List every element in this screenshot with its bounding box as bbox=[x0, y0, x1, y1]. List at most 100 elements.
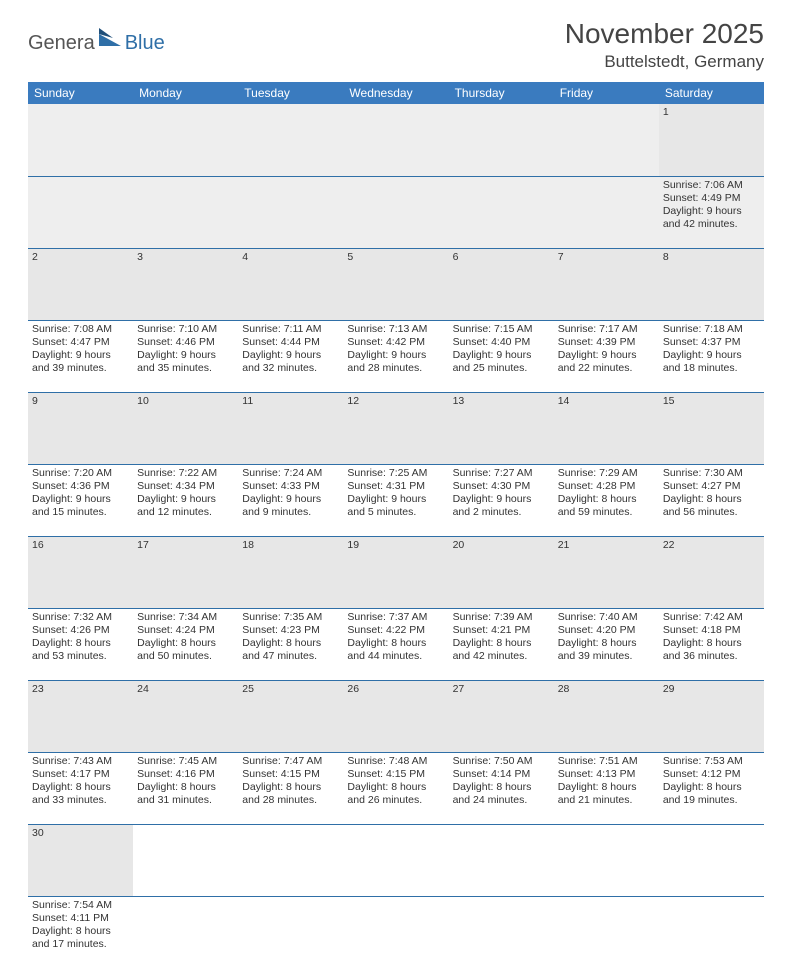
day-number-cell: 24 bbox=[133, 680, 238, 752]
sunset-line: Sunset: 4:26 PM bbox=[32, 624, 129, 637]
day-number-cell: 10 bbox=[133, 392, 238, 464]
empty-day-cell bbox=[659, 896, 764, 968]
day-number-cell: 30 bbox=[28, 824, 133, 896]
day-cell: Sunrise: 7:10 AMSunset: 4:46 PMDaylight:… bbox=[133, 320, 238, 392]
sunrise-line: Sunrise: 7:32 AM bbox=[32, 611, 129, 624]
empty-day-cell bbox=[28, 176, 133, 248]
daylight-line: Daylight: 9 hours and 15 minutes. bbox=[32, 493, 129, 519]
week-row: Sunrise: 7:06 AMSunset: 4:49 PMDaylight:… bbox=[28, 176, 764, 248]
sunset-line: Sunset: 4:20 PM bbox=[558, 624, 655, 637]
sunrise-line: Sunrise: 7:43 AM bbox=[32, 755, 129, 768]
daylight-line: Daylight: 8 hours and 21 minutes. bbox=[558, 781, 655, 807]
day-cell: Sunrise: 7:24 AMSunset: 4:33 PMDaylight:… bbox=[238, 464, 343, 536]
daylight-line: Daylight: 8 hours and 47 minutes. bbox=[242, 637, 339, 663]
sunset-line: Sunset: 4:21 PM bbox=[453, 624, 550, 637]
day-cell: Sunrise: 7:35 AMSunset: 4:23 PMDaylight:… bbox=[238, 608, 343, 680]
day-number-blank bbox=[659, 824, 764, 896]
day-cell: Sunrise: 7:45 AMSunset: 4:16 PMDaylight:… bbox=[133, 752, 238, 824]
daylight-line: Daylight: 8 hours and 59 minutes. bbox=[558, 493, 655, 519]
day-cell: Sunrise: 7:47 AMSunset: 4:15 PMDaylight:… bbox=[238, 752, 343, 824]
daylight-line: Daylight: 8 hours and 42 minutes. bbox=[453, 637, 550, 663]
day-cell: Sunrise: 7:50 AMSunset: 4:14 PMDaylight:… bbox=[449, 752, 554, 824]
month-title: November 2025 bbox=[565, 18, 764, 50]
day-cell: Sunrise: 7:37 AMSunset: 4:22 PMDaylight:… bbox=[343, 608, 448, 680]
day-number-cell: 14 bbox=[554, 392, 659, 464]
week-row: Sunrise: 7:08 AMSunset: 4:47 PMDaylight:… bbox=[28, 320, 764, 392]
sunrise-line: Sunrise: 7:42 AM bbox=[663, 611, 760, 624]
sunrise-line: Sunrise: 7:15 AM bbox=[453, 323, 550, 336]
day-cell: Sunrise: 7:25 AMSunset: 4:31 PMDaylight:… bbox=[343, 464, 448, 536]
day-number-blank bbox=[554, 824, 659, 896]
empty-day-cell bbox=[343, 176, 448, 248]
sunrise-line: Sunrise: 7:48 AM bbox=[347, 755, 444, 768]
sunset-line: Sunset: 4:31 PM bbox=[347, 480, 444, 493]
day-number-blank bbox=[133, 824, 238, 896]
sunset-line: Sunset: 4:15 PM bbox=[347, 768, 444, 781]
sunrise-line: Sunrise: 7:30 AM bbox=[663, 467, 760, 480]
logo: Genera Blue bbox=[28, 18, 165, 55]
sunrise-line: Sunrise: 7:20 AM bbox=[32, 467, 129, 480]
day-cell: Sunrise: 7:30 AMSunset: 4:27 PMDaylight:… bbox=[659, 464, 764, 536]
day-number-cell: 25 bbox=[238, 680, 343, 752]
sunset-line: Sunset: 4:15 PM bbox=[242, 768, 339, 781]
sunset-line: Sunset: 4:11 PM bbox=[32, 912, 129, 925]
day-number-blank bbox=[449, 104, 554, 176]
day-number-cell: 18 bbox=[238, 536, 343, 608]
sunset-line: Sunset: 4:36 PM bbox=[32, 480, 129, 493]
sunrise-line: Sunrise: 7:45 AM bbox=[137, 755, 234, 768]
day-number-blank bbox=[238, 824, 343, 896]
daylight-line: Daylight: 9 hours and 12 minutes. bbox=[137, 493, 234, 519]
page-header: Genera Blue November 2025 Buttelstedt, G… bbox=[28, 18, 764, 72]
day-cell: Sunrise: 7:22 AMSunset: 4:34 PMDaylight:… bbox=[133, 464, 238, 536]
weekday-header: Saturday bbox=[659, 82, 764, 104]
day-number-row: 30 bbox=[28, 824, 764, 896]
location-label: Buttelstedt, Germany bbox=[565, 52, 764, 72]
day-number-blank bbox=[449, 824, 554, 896]
day-number-blank bbox=[343, 104, 448, 176]
sunset-line: Sunset: 4:14 PM bbox=[453, 768, 550, 781]
sunrise-line: Sunrise: 7:17 AM bbox=[558, 323, 655, 336]
day-number-cell: 20 bbox=[449, 536, 554, 608]
day-number-cell: 4 bbox=[238, 248, 343, 320]
day-number-cell: 6 bbox=[449, 248, 554, 320]
sunrise-line: Sunrise: 7:13 AM bbox=[347, 323, 444, 336]
weekday-header: Sunday bbox=[28, 82, 133, 104]
sunrise-line: Sunrise: 7:53 AM bbox=[663, 755, 760, 768]
daylight-line: Daylight: 8 hours and 50 minutes. bbox=[137, 637, 234, 663]
empty-day-cell bbox=[133, 176, 238, 248]
sunrise-line: Sunrise: 7:24 AM bbox=[242, 467, 339, 480]
daylight-line: Daylight: 8 hours and 19 minutes. bbox=[663, 781, 760, 807]
sunrise-line: Sunrise: 7:25 AM bbox=[347, 467, 444, 480]
day-cell: Sunrise: 7:20 AMSunset: 4:36 PMDaylight:… bbox=[28, 464, 133, 536]
day-number-cell: 2 bbox=[28, 248, 133, 320]
day-number-cell: 17 bbox=[133, 536, 238, 608]
day-number-cell: 23 bbox=[28, 680, 133, 752]
sunset-line: Sunset: 4:30 PM bbox=[453, 480, 550, 493]
empty-day-cell bbox=[554, 176, 659, 248]
sunset-line: Sunset: 4:46 PM bbox=[137, 336, 234, 349]
sunrise-line: Sunrise: 7:27 AM bbox=[453, 467, 550, 480]
weekday-header: Tuesday bbox=[238, 82, 343, 104]
day-number-cell: 7 bbox=[554, 248, 659, 320]
title-block: November 2025 Buttelstedt, Germany bbox=[565, 18, 764, 72]
day-cell: Sunrise: 7:17 AMSunset: 4:39 PMDaylight:… bbox=[554, 320, 659, 392]
day-number-cell: 21 bbox=[554, 536, 659, 608]
sunrise-line: Sunrise: 7:54 AM bbox=[32, 899, 129, 912]
day-cell: Sunrise: 7:08 AMSunset: 4:47 PMDaylight:… bbox=[28, 320, 133, 392]
sunrise-line: Sunrise: 7:11 AM bbox=[242, 323, 339, 336]
sunrise-line: Sunrise: 7:34 AM bbox=[137, 611, 234, 624]
sunset-line: Sunset: 4:18 PM bbox=[663, 624, 760, 637]
calendar-table: SundayMondayTuesdayWednesdayThursdayFrid… bbox=[28, 82, 764, 968]
sunset-line: Sunset: 4:16 PM bbox=[137, 768, 234, 781]
sunset-line: Sunset: 4:22 PM bbox=[347, 624, 444, 637]
sunset-line: Sunset: 4:34 PM bbox=[137, 480, 234, 493]
sunrise-line: Sunrise: 7:35 AM bbox=[242, 611, 339, 624]
day-cell: Sunrise: 7:32 AMSunset: 4:26 PMDaylight:… bbox=[28, 608, 133, 680]
day-number-blank bbox=[28, 104, 133, 176]
logo-mark-icon bbox=[99, 28, 121, 51]
day-cell: Sunrise: 7:06 AMSunset: 4:49 PMDaylight:… bbox=[659, 176, 764, 248]
day-number-cell: 16 bbox=[28, 536, 133, 608]
sunrise-line: Sunrise: 7:39 AM bbox=[453, 611, 550, 624]
day-cell: Sunrise: 7:42 AMSunset: 4:18 PMDaylight:… bbox=[659, 608, 764, 680]
daylight-line: Daylight: 8 hours and 31 minutes. bbox=[137, 781, 234, 807]
